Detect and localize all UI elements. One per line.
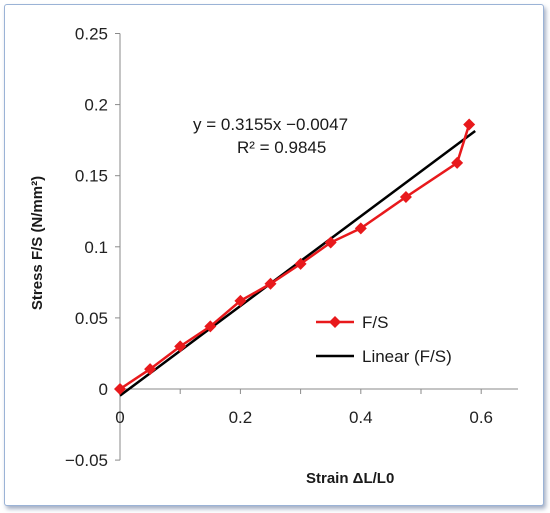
legend: F/S Linear (F/S) (316, 313, 452, 366)
x-tick-label: 0 (115, 408, 124, 427)
y-tick-label: 0.1 (84, 238, 108, 257)
y-axis-title: Stress F/S (N/mm²) (29, 176, 46, 310)
legend-fs-label: F/S (362, 313, 388, 332)
chart-frame (4, 4, 544, 506)
data-point (204, 320, 217, 333)
y-tick-label: −0.05 (65, 451, 108, 470)
y-tick-label: 0.25 (75, 25, 108, 44)
plot-area (114, 118, 476, 397)
series-line-fs (119, 124, 471, 391)
data-point (264, 277, 277, 290)
x-tick-label: 0.6 (469, 408, 493, 427)
data-point (294, 257, 307, 270)
data-point (234, 294, 247, 307)
x-tick-label: 0.2 (229, 408, 253, 427)
y-tick-label: 0.05 (75, 309, 108, 328)
x-tick-label: 0.4 (349, 408, 373, 427)
x-axis-title: Strain ΔL/L0 (306, 470, 394, 487)
y-tick-label: 0 (99, 380, 108, 399)
legend-linear-label: Linear (F/S) (362, 347, 452, 366)
data-point (463, 118, 476, 131)
data-point (114, 383, 126, 395)
data-point (174, 340, 187, 353)
data-point (354, 222, 367, 235)
axes (115, 33, 518, 461)
y-tick-label: 0.2 (84, 96, 108, 115)
y-tick-label: 0.15 (75, 167, 108, 186)
data-point (399, 191, 412, 204)
data-point (144, 363, 157, 376)
legend-fs-swatch-marker (329, 316, 341, 328)
data-point (324, 236, 337, 249)
trendline-equation: y = 0.3155x −0.0047 (193, 115, 348, 134)
data-point (451, 156, 464, 169)
trendline-r-squared: R² = 0.9845 (237, 138, 326, 157)
tick-labels: −0.05 0 0.05 0.1 0.15 0.2 0.25 0 0.2 0.4 0.6 (65, 25, 493, 471)
